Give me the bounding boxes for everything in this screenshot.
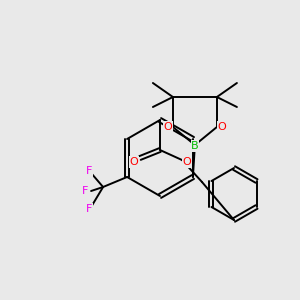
Text: F: F bbox=[86, 204, 92, 214]
Text: O: O bbox=[183, 157, 191, 167]
Text: O: O bbox=[218, 122, 226, 132]
Text: O: O bbox=[164, 122, 172, 132]
Text: B: B bbox=[191, 141, 199, 151]
Text: F: F bbox=[86, 166, 92, 176]
Text: O: O bbox=[130, 157, 138, 167]
Text: F: F bbox=[82, 186, 88, 196]
